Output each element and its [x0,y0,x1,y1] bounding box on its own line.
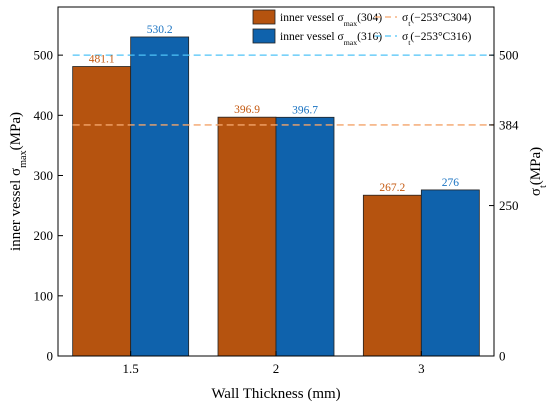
bar-series2-cat1 [130,36,190,357]
x-axis-title: Wall Thickness (mm) [211,386,340,402]
bar-series1-cat1 [72,66,132,357]
right-tick-label: 0 [499,349,506,364]
legend-item-series2: inner vessel σmax(316) [252,28,382,47]
data-label-series2-cat3: 276 [442,177,460,189]
reference-lines-layer [72,54,494,126]
bars-layer [72,36,480,357]
left-tick-label: 200 [34,228,54,243]
left-tick-label: 400 [34,108,54,123]
axis-titles-layer: Wall Thickness (mm) inner vessel σmax(MPa… [8,112,549,402]
legend-label: σt(−253°C304) [402,12,471,28]
bar-series2-cat3 [420,189,480,357]
bar-series1-cat3 [362,194,422,357]
legend-label: inner vessel σmax(316) [280,31,382,47]
left-y-axis-title: inner vessel σmax(MPa) [8,112,29,251]
x-tick-label: 2 [273,361,280,376]
data-labels-layer: 481.1 396.9 267.2 530.2 396.7 276 [89,24,459,194]
left-tick-label: 500 [34,48,54,63]
legend-item-ref2: σt(−253°C316) [375,31,471,47]
data-label-series2-cat1: 530.2 [147,24,173,36]
left-tick-label: 0 [47,349,54,364]
right-tick-label: 500 [499,48,519,63]
data-label-series1-cat1: 481.1 [89,54,115,66]
x-tick-label: 3 [418,361,425,376]
data-label-series1-cat2: 396.9 [234,104,260,116]
right-tick-label: 384 [499,117,519,132]
x-tick-label: 1.5 [123,361,139,376]
data-label-series2-cat2: 396.7 [292,104,318,116]
axis-ticks-layer: 0 100 200 300 400 500 0 250 384 500 1.5 2 3 [34,48,520,376]
legend-item-ref1: σt(−253°C304) [375,12,471,28]
right-y-axis-title: σt(MPa) [528,147,549,196]
legend-label: inner vessel σmax(304) [280,12,382,28]
right-tick-label: 250 [499,198,519,213]
data-label-series1-cat3: 267.2 [379,182,405,194]
left-tick-label: 300 [34,168,54,183]
legend-item-series1: inner vessel σmax(304) [252,9,382,28]
left-tick-label: 100 [34,288,54,303]
bar-series1-cat2 [217,116,277,357]
legend-swatch [252,9,276,25]
bar-series2-cat2 [275,116,335,357]
legend-label: σt(−253°C316) [402,31,471,47]
legend-swatch [252,28,276,44]
legend: inner vessel σmax(304) inner vessel σmax(… [252,9,471,47]
